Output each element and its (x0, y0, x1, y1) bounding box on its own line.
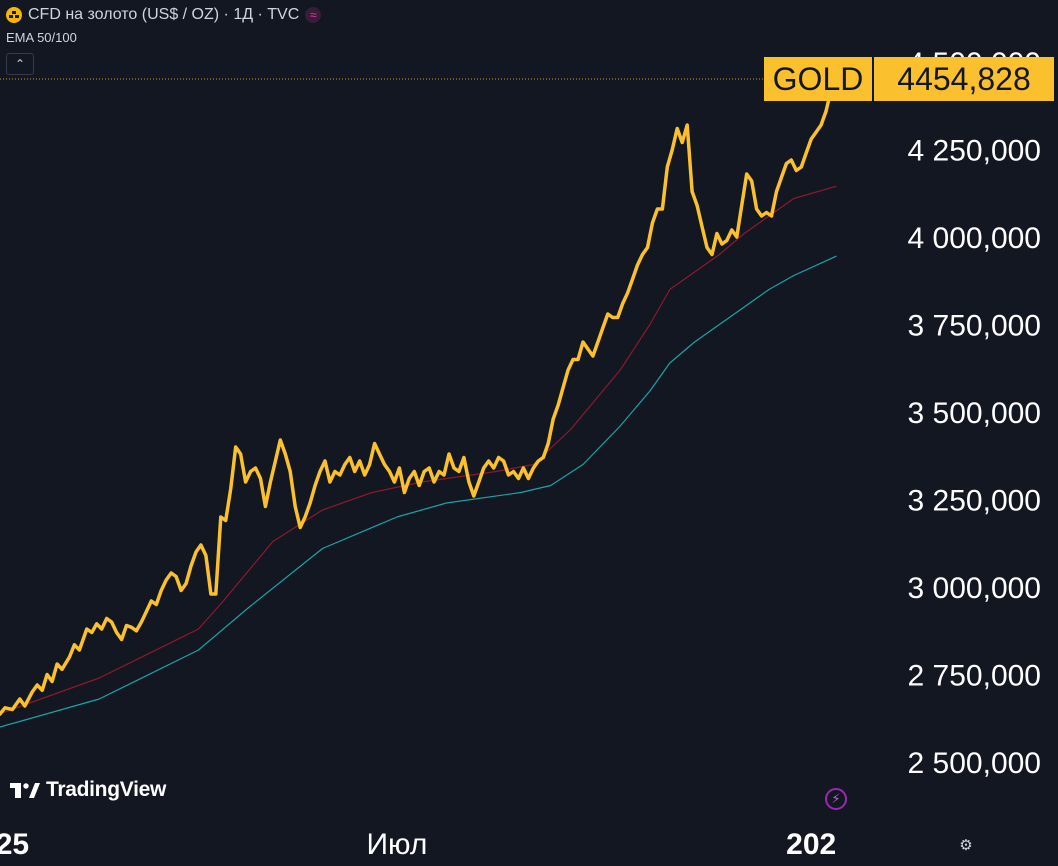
y-tick-label: 2 500,000 (908, 747, 1041, 780)
y-tick-label: 3 250,000 (908, 485, 1041, 518)
tradingview-logo-icon (10, 783, 40, 798)
y-tick-label: 3 500,000 (908, 397, 1041, 430)
symbol-title[interactable]: CFD на золото (US$ / OZ) · 1Д · TVC (28, 6, 300, 23)
price-axis-corner (872, 820, 1058, 866)
y-tick-label: 3 000,000 (908, 572, 1041, 605)
series-line-price (0, 76, 838, 716)
series-line-ema50 (0, 185, 837, 715)
collapse-legend-button[interactable]: ⌃ (6, 53, 34, 75)
y-tick-label: 2 750,000 (908, 660, 1041, 693)
indicator-legend[interactable]: EMA 50/100 (6, 30, 77, 45)
lightning-icon[interactable]: ⚡ (825, 788, 847, 810)
gold-bars-icon (6, 7, 22, 23)
series-line-ema100 (0, 255, 837, 728)
symbol-price-label: GOLD (764, 57, 872, 101)
x-tick-label: Июл (366, 828, 427, 861)
settings-icon[interactable]: ⚙ (959, 837, 973, 854)
x-tick-label: 202 (786, 828, 836, 861)
chevron-up-icon: ⌃ (14, 57, 26, 71)
market-status-icon[interactable]: ≈ (305, 7, 322, 23)
y-tick-label: 4 000,000 (908, 222, 1041, 255)
tradingview-wordmark: TradingView (46, 778, 167, 801)
y-tick-label: 3 750,000 (908, 310, 1041, 343)
y-tick-label: 4 250,000 (908, 135, 1041, 168)
chart-header: CFD на золото (US$ / OZ) · 1Д · TVC ≈ (6, 4, 322, 26)
x-tick-label: 25 (0, 828, 29, 861)
tradingview-logo[interactable]: TradingView (10, 778, 166, 802)
last-price-label: 4454,828 (874, 57, 1054, 101)
